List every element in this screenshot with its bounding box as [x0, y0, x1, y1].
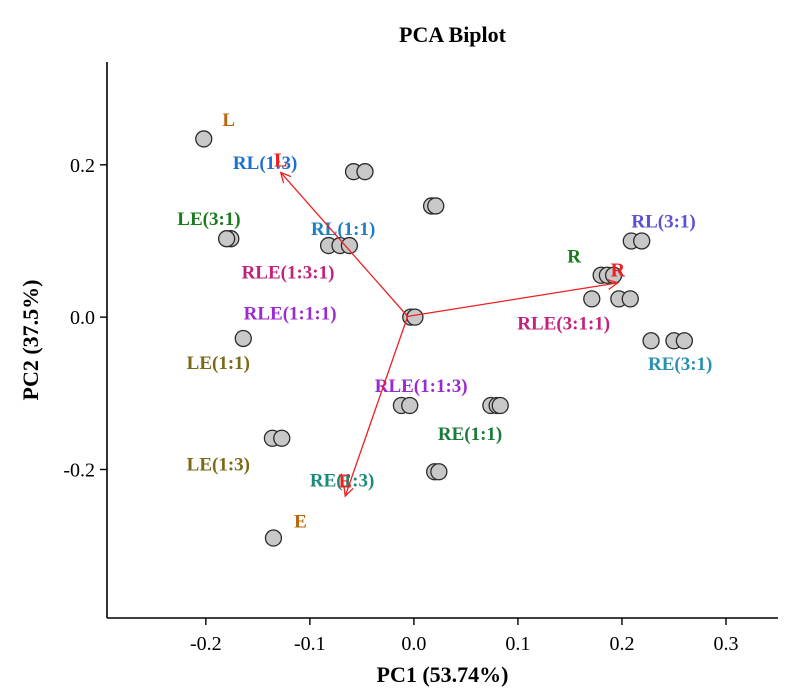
data-point — [273, 429, 291, 447]
data-point — [356, 163, 374, 181]
data-point — [195, 130, 213, 148]
loading-arrow — [345, 316, 409, 496]
x-tick-label: -0.2 — [190, 633, 222, 655]
loading-arrow — [407, 283, 618, 318]
chart-title: PCA Biplot — [399, 22, 507, 47]
data-point — [491, 396, 509, 415]
point-label: LE(1:3) — [187, 454, 250, 475]
data-point — [234, 329, 252, 348]
point-label: LE(3:1) — [177, 209, 240, 230]
x-tick-label: 0.1 — [505, 633, 530, 655]
x-tick-label: 0.2 — [609, 633, 634, 655]
point-label: RLE(3:1:1) — [517, 313, 610, 334]
data-point — [264, 529, 283, 547]
data-point — [621, 290, 639, 308]
data-point — [675, 332, 694, 350]
point-label: R — [567, 246, 581, 267]
data-point — [430, 463, 448, 481]
x-axis-title: PC1 (53.74%) — [377, 662, 509, 687]
data-point — [340, 236, 359, 255]
point-label: L — [222, 110, 235, 131]
data-point — [633, 232, 651, 250]
y-tick-label: 0.0 — [70, 307, 95, 329]
data-point — [427, 197, 445, 215]
data-point — [642, 332, 660, 350]
plot-area: -0.2 -0.1 0.0 0.1 0.2 0.3-0.20.00.2LRL(1:3)LE… — [63, 62, 778, 655]
point-label: RE(1:1) — [438, 424, 502, 445]
point-label: RL(1:1) — [311, 219, 375, 240]
data-point — [401, 396, 419, 415]
x-tick-label: -0.1 — [294, 633, 326, 655]
loading-arrow — [281, 172, 409, 317]
point-label: RE(1:3) — [310, 470, 374, 491]
y-tick-label: 0.2 — [70, 155, 95, 177]
point-label: E — [294, 512, 307, 533]
point-label: RL(3:1) — [631, 211, 695, 232]
x-tick-label: 0.0 — [401, 633, 426, 655]
point-label: RLE(1:1:1) — [244, 304, 337, 325]
point-label: LE(1:1) — [187, 353, 250, 374]
x-tick-label: 0.3 — [713, 633, 738, 655]
point-label: RLE(1:1:3) — [375, 376, 468, 397]
y-tick-label: -0.2 — [63, 459, 95, 481]
point-label: RE(3:1) — [648, 354, 712, 375]
data-point — [406, 308, 424, 326]
point-label: RL(1:3) — [233, 153, 297, 174]
data-point — [217, 230, 236, 248]
data-point — [583, 290, 601, 308]
loading-label: L — [274, 150, 287, 172]
y-axis-title: PC2 (37.5%) — [18, 280, 43, 401]
loading-label: E — [339, 470, 352, 492]
loading-label: R — [611, 259, 626, 281]
point-label: RLE(1:3:1) — [242, 262, 335, 283]
